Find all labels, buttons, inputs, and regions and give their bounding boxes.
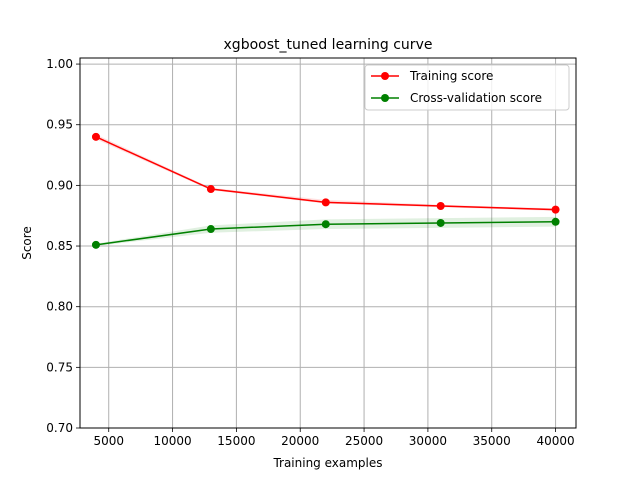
y-tick-label: 0.90 <box>46 178 73 192</box>
y-tick-label: 0.70 <box>46 421 73 435</box>
x-axis-label: Training examples <box>272 456 382 470</box>
training-point <box>321 198 330 207</box>
y-tick-label: 0.85 <box>46 239 73 253</box>
cross-validation-point <box>91 240 100 249</box>
training-point <box>551 205 560 214</box>
cross-validation-point <box>436 218 445 227</box>
cross-validation-point <box>321 220 330 229</box>
cross-validation-point <box>551 217 560 226</box>
legend-label: Training score <box>409 69 493 83</box>
x-tick-label: 10000 <box>153 434 191 448</box>
x-tick-label: 15000 <box>217 434 255 448</box>
legend-marker-swatch <box>381 72 389 80</box>
series-lines <box>91 132 560 249</box>
x-tick-label: 30000 <box>409 434 447 448</box>
legend-marker-swatch <box>381 94 389 102</box>
y-tick-label: 0.75 <box>46 360 73 374</box>
training-point <box>436 202 445 210</box>
x-tick-label: 25000 <box>345 434 383 448</box>
x-tick-label: 20000 <box>281 434 319 448</box>
training-point <box>206 185 215 194</box>
legend: Training score Cross-validation score <box>364 64 570 111</box>
chart-title: xgboost_tuned learning curve <box>224 37 433 53</box>
cross-validation-point <box>206 225 215 234</box>
plot-frame <box>79 57 577 429</box>
y-tick-label: 1.00 <box>46 57 73 71</box>
y-tick-label: 0.95 <box>46 118 73 132</box>
x-tick-label: 40000 <box>536 434 574 448</box>
legend-label: Cross-validation score <box>410 91 542 105</box>
training-point <box>91 132 100 141</box>
legend-box <box>364 64 570 111</box>
x-tick-label: 5000 <box>93 434 124 448</box>
y-tick-label: 0.80 <box>46 300 73 314</box>
axis-ticks: 5000 10000 15000 20000 25000 30000 35000 40000 0… <box>46 57 574 448</box>
y-axis-label: Score <box>20 226 34 260</box>
x-tick-label: 35000 <box>473 434 511 448</box>
